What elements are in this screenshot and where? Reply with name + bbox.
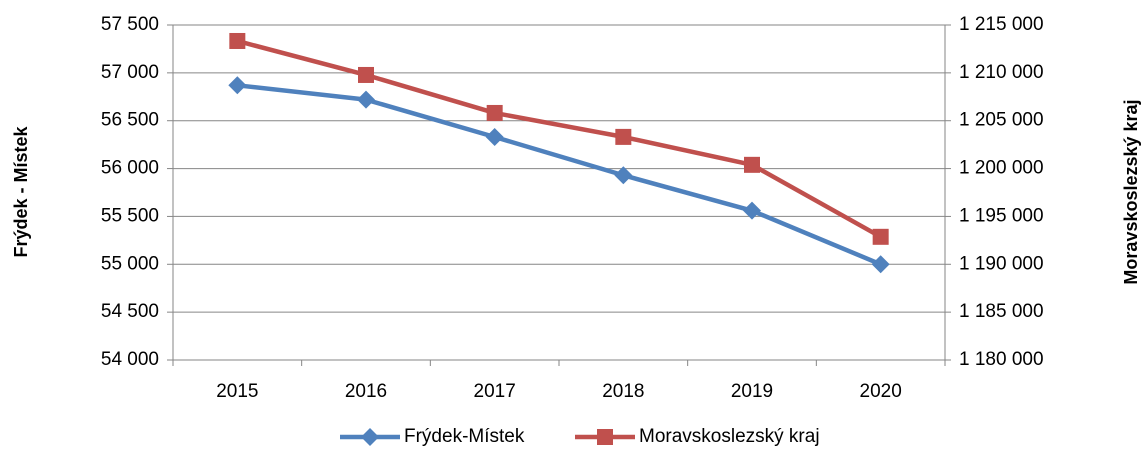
y-tick-label: 57 500 [101, 14, 159, 35]
point [486, 104, 503, 121]
x-tick-label: 2020 [860, 381, 902, 402]
y2-tick-label: 1 185 000 [959, 301, 1044, 322]
y2-tick-label: 1 205 000 [959, 110, 1044, 131]
y-tick-label: 57 000 [101, 62, 159, 83]
y2-tick-label: 1 215 000 [959, 14, 1044, 35]
x-tick-label: 2017 [474, 381, 516, 402]
y2-tick-label: 1 190 000 [959, 253, 1044, 274]
point [358, 66, 374, 83]
y2-tick-label: 1 210 000 [959, 62, 1044, 83]
x-tick-label: 2015 [216, 381, 258, 402]
y2-tick-label: 1 195 000 [959, 205, 1044, 226]
x-tick-label: 2019 [731, 381, 773, 402]
y-axis-title: Frýdek - Místek [11, 125, 31, 257]
y-tick-label: 56 500 [101, 110, 159, 131]
y2-tick-label: 1 180 000 [959, 349, 1044, 370]
point [744, 156, 760, 173]
point [743, 201, 761, 220]
y2-axis-title: Moravskoslezský kraj [1121, 99, 1141, 284]
point [357, 90, 375, 109]
point [615, 128, 632, 145]
series-line [237, 83, 882, 267]
legend-marker [597, 429, 613, 445]
point [485, 127, 504, 146]
y-tick-label: 56 000 [101, 158, 159, 179]
legend-marker [361, 428, 379, 446]
legend-label: Frýdek-Místek [404, 426, 525, 447]
point [228, 76, 247, 95]
y-tick-label: 54 500 [101, 301, 159, 322]
y-tick-label: 55 000 [101, 253, 159, 274]
series-line [236, 38, 882, 239]
x-tick-label: 2016 [345, 381, 387, 402]
point [871, 255, 890, 274]
x-tick-label: 2018 [602, 381, 644, 402]
y-tick-label: 55 500 [101, 205, 159, 226]
legend-label: Moravskoslezský kraj [639, 426, 820, 447]
point [614, 166, 633, 185]
point [872, 228, 889, 245]
point [229, 32, 246, 49]
y-tick-label: 54 000 [101, 349, 159, 370]
y2-tick-label: 1 200 000 [959, 158, 1044, 179]
